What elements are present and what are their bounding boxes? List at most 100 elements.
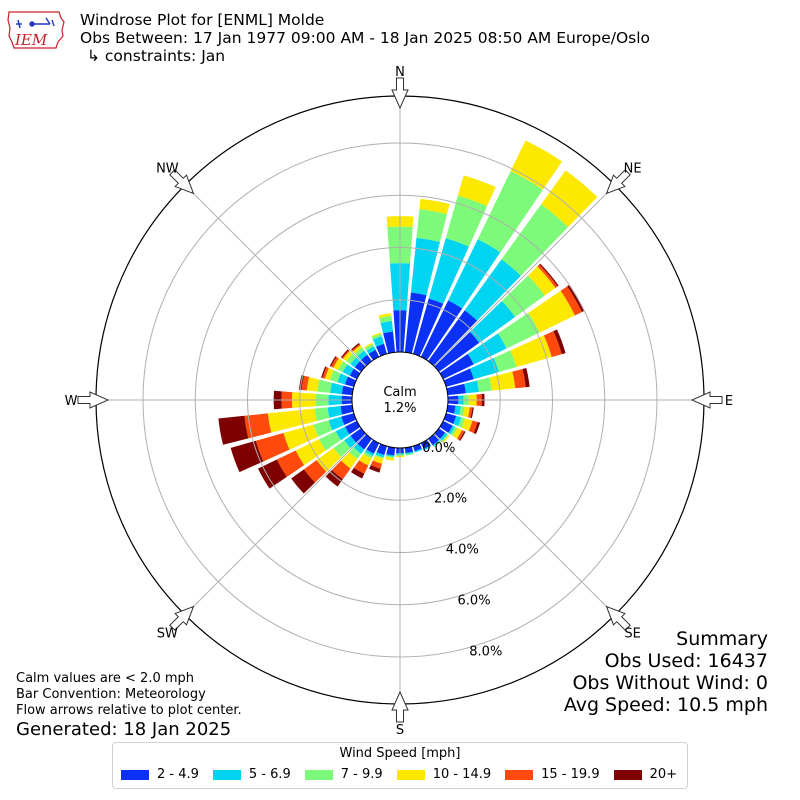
wind-bar-segment — [341, 385, 354, 396]
wind-bar-segment — [343, 351, 353, 362]
wind-bar-segment — [346, 353, 357, 365]
wind-bar-segment — [353, 460, 369, 474]
wind-bar-segment — [445, 195, 488, 247]
wind-bar-segment — [349, 447, 362, 460]
wind-bar-segment — [372, 455, 384, 464]
wind-bar-segment — [306, 377, 320, 392]
wind-bar-segment — [345, 376, 357, 387]
wind-bar-segment — [375, 452, 385, 458]
legend-label: 2 - 4.9 — [156, 767, 199, 782]
calm-note: Calm values are < 2.0 mph — [16, 671, 195, 686]
wind-bar-segment — [453, 415, 462, 427]
legend-label: 10 - 14.9 — [432, 767, 492, 782]
wind-bar-segment — [324, 368, 334, 381]
wind-bar-segment — [385, 455, 395, 459]
wind-bar-segment — [333, 358, 344, 371]
legend-items: 2 - 4.9 5 - 6.9 7 - 9.9 10 - 14.9 15 - 19.9 2… — [113, 767, 687, 782]
flow-arrow-icon — [169, 605, 195, 631]
legend-title: Wind Speed [mph] — [339, 746, 461, 761]
wind-bar-segment — [370, 460, 382, 469]
generated-date: Generated: 18 Jan 2025 — [16, 719, 232, 740]
wind-bar-segment — [410, 237, 440, 296]
direction-label-se: SE — [624, 627, 640, 642]
legend-swatch — [120, 769, 149, 780]
wind-bar-segment — [541, 170, 598, 228]
wind-bar-segment — [321, 366, 327, 379]
constraints-label: ↳ constraints: Jan — [87, 47, 226, 65]
wind-bar-segment — [461, 418, 473, 431]
wind-bar-segment — [385, 454, 395, 457]
wind-bar-segment — [351, 343, 360, 351]
wind-bar-segment — [560, 286, 582, 316]
radial-tick-label: 6.0% — [458, 593, 491, 608]
wind-bar-segment — [462, 406, 470, 418]
wind-bar-segment — [522, 368, 530, 388]
wind-bar-segment — [493, 350, 517, 372]
wind-bar-segment — [351, 344, 361, 352]
wind-bar-segment — [353, 443, 365, 454]
legend-item: 20+ — [613, 767, 677, 782]
wind-bar-segment — [441, 434, 449, 442]
wind-bar-segment — [329, 356, 337, 367]
wind-bar-segment — [291, 469, 316, 494]
wind-bar-segment — [440, 432, 448, 441]
calm-label: Calm — [383, 385, 416, 400]
wind-bar-segment — [363, 451, 373, 459]
wind-bar-segment — [374, 454, 384, 459]
wind-bar-segment — [443, 368, 474, 387]
wind-bar-segment — [420, 300, 463, 361]
wind-bar-segment — [470, 407, 474, 419]
wind-bar-segment — [283, 424, 319, 450]
direction-label-e: E — [725, 394, 733, 409]
wind-bar-segment — [448, 425, 455, 435]
wind-bar-segment — [476, 377, 492, 392]
chart-title: Windrose Plot for [ENML] Molde — [80, 11, 325, 29]
direction-label-ne: NE — [624, 161, 642, 176]
wind-bar-segment — [405, 451, 414, 455]
wind-bar-segment — [366, 346, 376, 354]
wind-bar-segment — [446, 383, 466, 396]
obs-period: Obs Between: 17 Jan 1977 09:00 AM - 18 J… — [80, 29, 651, 47]
wind-bar-segment — [439, 420, 453, 433]
wind-bar-segment — [512, 369, 526, 389]
wind-bar-segment — [454, 405, 461, 415]
wind-bar-segment — [450, 426, 458, 436]
wind-bar-segment — [340, 349, 349, 359]
grid-spoke — [184, 184, 367, 367]
wind-bar-segment — [317, 379, 332, 393]
flow-arrow-icon — [77, 391, 110, 409]
legend-item: 7 - 9.9 — [304, 767, 383, 782]
radial-tick-label: 8.0% — [469, 644, 502, 659]
wind-bar-segment — [364, 342, 373, 349]
wind-bar-segment — [477, 170, 543, 253]
radial-tick-labels: 0.0% 2.0% 4.0% 6.0% 8.0% — [422, 441, 502, 660]
iowa-state-outline-icon — [7, 11, 65, 49]
wind-bar-segment — [473, 421, 481, 435]
legend-item: 10 - 14.9 — [396, 767, 492, 782]
radial-tick-label: 2.0% — [434, 492, 467, 507]
wind-bar-segment — [537, 264, 558, 288]
radial-tick-label: 0.0% — [422, 441, 455, 456]
wind-bar-segment — [352, 345, 362, 354]
wind-bar-segment — [342, 350, 350, 359]
wind-bar-segment — [501, 204, 569, 276]
wind-bar-segment — [404, 292, 427, 354]
wind-bar-segment — [366, 439, 380, 454]
wind-bar-segment — [313, 420, 333, 437]
wind-bar-segment — [469, 357, 499, 380]
wind-bar-segment — [341, 452, 358, 469]
wind-bar-segment — [458, 417, 466, 428]
wind-bar-segment — [371, 333, 382, 340]
wind-bar-segment — [258, 459, 287, 489]
wind-bar-segment — [371, 332, 382, 338]
wind-bar-segment — [267, 408, 317, 433]
wind-bar-segment — [452, 427, 463, 439]
wind-bar-segment — [372, 336, 385, 347]
wind-bar-segment — [413, 298, 444, 357]
wind-bar-segment — [350, 467, 365, 479]
wind-bar-segment — [501, 275, 545, 317]
wind-bar-segment — [295, 439, 326, 466]
wind-bar-segment — [335, 426, 350, 441]
wind-bar-segment — [369, 465, 381, 473]
wind-bar-segment — [379, 315, 392, 324]
